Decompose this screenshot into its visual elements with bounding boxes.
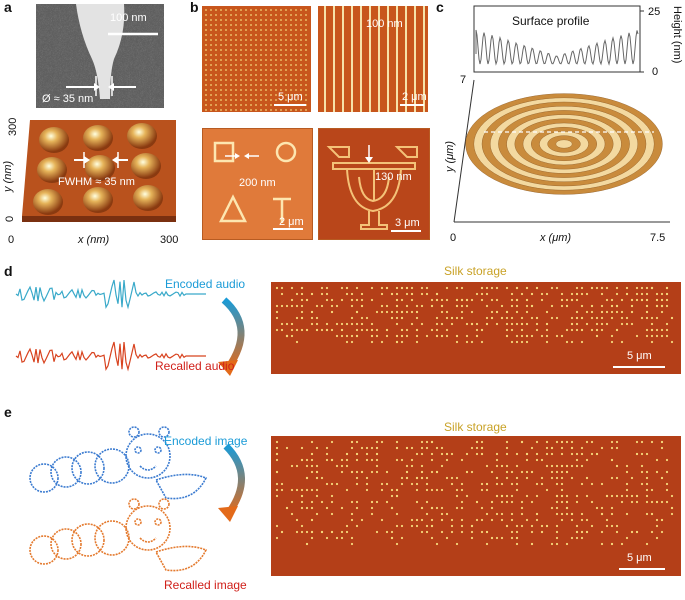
e-encoded-label: Encoded image (164, 434, 248, 448)
b-lines-scalebar (400, 104, 424, 106)
shapes-image: 200 nm 2 μm (202, 128, 313, 240)
b-lines-width-label: 100 nm (366, 18, 403, 30)
d-storage-title: Silk storage (444, 264, 507, 278)
d-recalled-label: Recalled audio (155, 359, 235, 373)
logo-image: 130 nm 3 μm (318, 128, 430, 240)
e-storage-title: Silk storage (444, 420, 507, 434)
sem-image: 100 nm Ø ≈ 35 nm (36, 4, 164, 108)
surface-profile-chart (473, 5, 644, 73)
c-h-tick-bottom: 0 (652, 66, 659, 78)
a-x-tick-min: 0 (8, 234, 15, 246)
shapes-drawing (213, 141, 303, 230)
b-logo-width-label: 130 nm (375, 171, 412, 183)
c-y-tick-max: 7 (460, 74, 467, 86)
sem-tip-shape (36, 4, 164, 108)
a-x-tick-max: 300 (160, 234, 179, 246)
sem-scale-label: 100 nm (110, 12, 147, 24)
a-y-tick-min: 0 (4, 215, 16, 222)
b-dots-scale-label: 5 μm (278, 91, 303, 103)
c-profile-title: Surface profile (512, 14, 590, 28)
caterpillar-images (29, 426, 245, 572)
panel-label-c: c (436, 0, 444, 15)
panel-label-b: b (190, 0, 199, 15)
audio-waveforms (15, 279, 245, 376)
d-encoded-label: Encoded audio (165, 277, 246, 291)
c-h-tick-top: 25 (648, 6, 661, 18)
fwhm-label: FWHM ≈ 35 nm (58, 176, 135, 188)
e-recalled-label: Recalled image (164, 578, 247, 592)
d-scalebar (613, 366, 665, 368)
diameter-label: Ø ≈ 35 nm (42, 93, 94, 105)
b-shapes-scale-label: 2 μm (279, 216, 304, 228)
panel-label-e: e (4, 404, 12, 420)
panel-label-d: d (4, 263, 13, 279)
logo-drawing (326, 145, 421, 232)
c-height-axis: Height (nm) (671, 6, 683, 64)
dot-array-image: 5 μm (202, 6, 311, 112)
b-shapes-width-label: 200 nm (239, 177, 276, 189)
e-scalebar (619, 568, 665, 570)
concentric-rings-3d (453, 79, 672, 223)
c-x-axis-label: x (μm) (540, 232, 572, 244)
a-x-axis-label: x (nm) (78, 234, 110, 246)
e-scale-label: 5 μm (627, 552, 652, 564)
e-silk-storage-image: 5 μm (271, 436, 681, 576)
c-y-axis-label: y (μm) (444, 140, 456, 172)
d-scale-label: 5 μm (627, 350, 652, 362)
c-x-tick-max: 7.5 (650, 232, 666, 244)
b-lines-scale-label: 2 μm (402, 91, 427, 103)
b-logo-scale-label: 3 μm (395, 217, 420, 229)
a-y-axis-label: y (nm) (2, 160, 14, 192)
c-x-tick-min: 0 (450, 232, 457, 244)
line-array-image: 100 nm 2 μm (318, 6, 428, 112)
panel-label-a: a (4, 0, 12, 15)
afm-dots-3d (22, 120, 176, 222)
d-silk-storage-image: 5 μm (271, 282, 681, 374)
b-dots-scalebar (274, 104, 306, 106)
